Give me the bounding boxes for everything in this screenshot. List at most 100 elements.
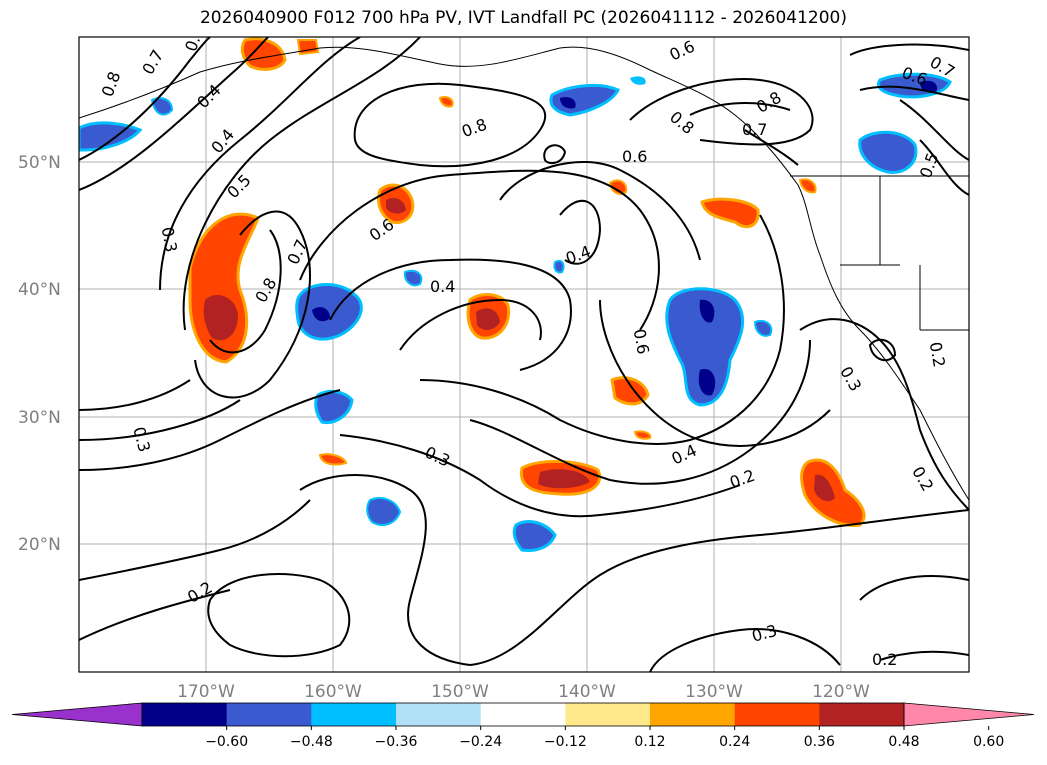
contour-line	[353, 82, 547, 168]
colorbar-segment	[396, 703, 482, 726]
contour-label: 0.7	[742, 120, 767, 139]
shade-negative	[150, 97, 174, 116]
contour-line	[79, 499, 311, 581]
colorbar-extend-min	[11, 702, 143, 727]
shade-negative-core	[698, 369, 716, 396]
colorbar-tick-label: 0.24	[719, 734, 750, 750]
shade-negative	[753, 319, 773, 337]
shade-positive	[798, 178, 817, 194]
coastlines	[79, 46, 969, 501]
colorbar-tick-label: 0.60	[973, 734, 1004, 750]
colorbar-segment	[734, 703, 820, 726]
colorbar-extend-max	[903, 702, 1035, 727]
shade-negative	[665, 287, 745, 407]
contour-line	[299, 169, 660, 331]
lon-label: 120°W	[812, 682, 870, 702]
colorbar: −0.60 −0.48 −0.36 −0.24 −0.12 0.12 0.24 0.36 0.4…	[11, 702, 1035, 750]
border-states	[840, 176, 969, 331]
shade-negative	[403, 269, 423, 287]
lat-label: 30°N	[18, 408, 61, 428]
shade-negative	[630, 76, 646, 85]
shade-negative-core	[312, 307, 330, 322]
colorbar-segment	[819, 703, 905, 726]
contour-line	[543, 144, 567, 165]
map-title: 2026040900 F012 700 hPa PV, IVT Landfall…	[199, 8, 847, 28]
contour-line	[859, 575, 969, 661]
shaded-fields	[79, 37, 952, 552]
contour-line	[79, 389, 341, 471]
contour-line	[469, 339, 811, 485]
contour-line	[194, 210, 311, 399]
colorbar-segment	[565, 703, 651, 726]
shade-negative	[512, 520, 557, 552]
contour-label: 0.3	[158, 225, 181, 253]
contour-line	[79, 37, 211, 161]
contour-line	[868, 338, 897, 362]
colorbar-tick-label: −0.36	[375, 734, 418, 750]
shade-positive-core	[386, 198, 406, 214]
shade-negative	[366, 497, 402, 526]
colorbar-segment	[480, 703, 566, 726]
contour-line	[899, 99, 969, 196]
contour-line	[79, 37, 269, 191]
contour-line	[799, 318, 969, 511]
contour-line	[469, 509, 969, 666]
contour-line	[207, 573, 351, 658]
contour-label: 0.6	[630, 327, 653, 355]
gridlines	[79, 37, 969, 672]
contour-line	[159, 37, 361, 291]
lon-label: 130°W	[685, 682, 743, 702]
colorbar-tick-label: −0.48	[290, 734, 333, 750]
contour-line	[419, 214, 785, 445]
lon-labels: 170°W 160°W 150°W 140°W 130°W 120°W	[177, 682, 870, 702]
lon-label: 160°W	[304, 682, 362, 702]
contour-line	[849, 43, 969, 101]
lat-label: 50°N	[18, 153, 61, 173]
colorbar-segment	[142, 703, 228, 726]
shade-negative-core	[699, 299, 715, 323]
contour-line	[499, 161, 701, 261]
shade-negative	[553, 259, 565, 274]
contour-label: 0.2	[926, 340, 949, 368]
contour-line	[559, 199, 602, 265]
contour-line	[649, 628, 841, 672]
shade-negative	[314, 389, 354, 425]
contour-line	[599, 299, 831, 447]
shade-negative-core	[560, 97, 576, 109]
colorbar-tick-label: 0.48	[888, 734, 919, 750]
shade-positive	[438, 96, 454, 108]
contour-line	[629, 78, 814, 146]
shade-positive	[240, 37, 287, 71]
contour-line	[299, 474, 471, 666]
map-frame	[78, 36, 970, 673]
contour-line	[209, 229, 282, 354]
colorbar-tick-label: 0.36	[804, 734, 835, 750]
colorbar-tick-label: 0.12	[634, 734, 665, 750]
lon-label: 150°W	[431, 682, 489, 702]
colorbar-segment	[226, 703, 312, 726]
contour-line	[182, 37, 421, 331]
coastline-alaska	[79, 46, 799, 186]
contour-label: 0.6	[622, 147, 647, 166]
colorbar-segment	[650, 703, 736, 726]
contour-line	[399, 298, 542, 351]
colorbar-tick-label: −0.24	[459, 734, 502, 750]
contour-line	[329, 258, 572, 371]
contour-line	[79, 379, 241, 441]
colorbar-segment	[311, 703, 397, 726]
lat-label: 40°N	[18, 280, 61, 300]
shade-positive-core	[476, 308, 500, 330]
contour-label: 0.4	[430, 277, 455, 296]
pv-contours	[79, 37, 969, 672]
coastline-na-west	[797, 184, 969, 501]
shade-positive-core	[203, 295, 238, 341]
lon-label: 170°W	[177, 682, 235, 702]
shade-positive	[296, 39, 320, 56]
shade-positive	[633, 430, 652, 440]
shade-positive	[700, 197, 760, 229]
contour-line	[689, 102, 799, 166]
contour-line	[339, 434, 741, 518]
shade-positive	[608, 179, 628, 195]
lat-label: 20°N	[18, 535, 61, 555]
